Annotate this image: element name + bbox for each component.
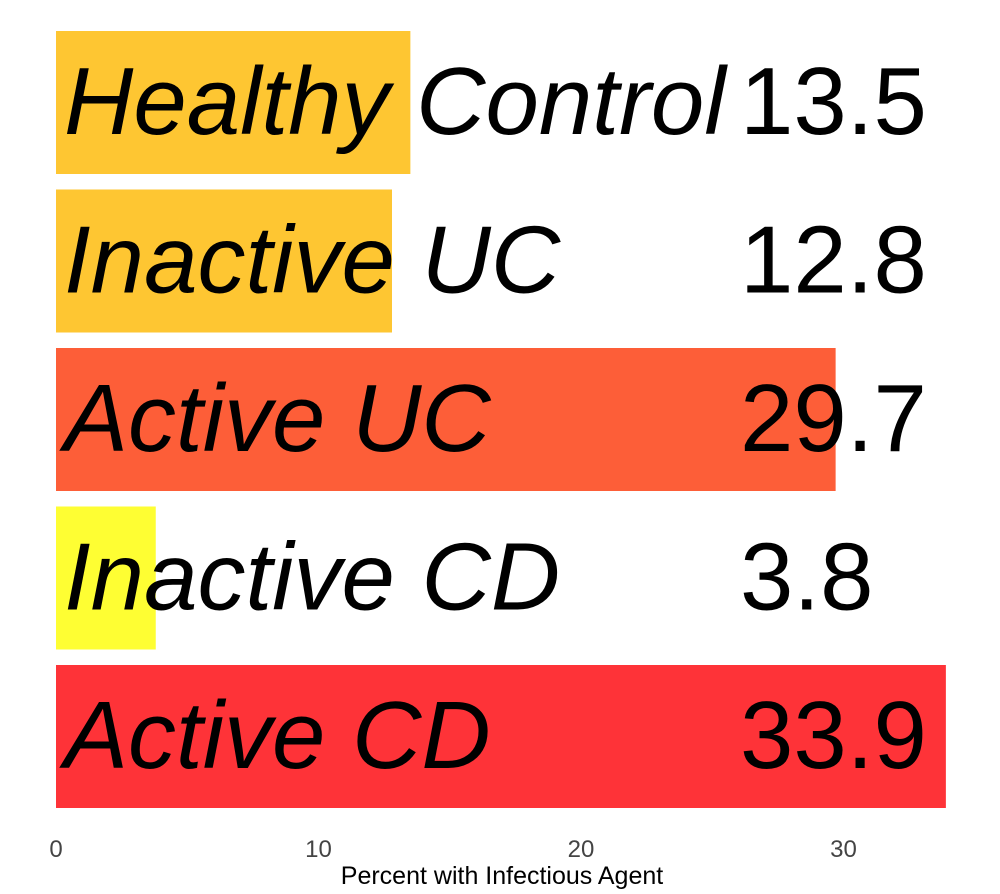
value-label-active-uc: 29.7 bbox=[740, 365, 927, 472]
bar-active-cd bbox=[56, 665, 946, 808]
category-label-inactive-uc: Inactive UC bbox=[64, 206, 561, 313]
category-label-inactive-cd: Inactive CD bbox=[64, 523, 560, 630]
bar-inactive-cd bbox=[56, 506, 156, 650]
bar-active-uc bbox=[56, 348, 836, 491]
value-label-active-cd: 33.9 bbox=[740, 682, 927, 789]
category-label-healthy-control: Healthy Control bbox=[64, 48, 728, 155]
bar-inactive-uc bbox=[56, 189, 392, 333]
x-axis-ticks: 0 10 20 30 bbox=[49, 836, 857, 863]
category-label-active-uc: Active UC bbox=[59, 365, 491, 472]
x-tick-label-10: 10 bbox=[305, 836, 332, 863]
x-tick-label-0: 0 bbox=[49, 836, 62, 863]
value-label-inactive-uc: 12.8 bbox=[740, 206, 927, 313]
x-tick-label-30: 30 bbox=[830, 836, 857, 863]
x-axis-title: Percent with Infectious Agent bbox=[341, 862, 663, 890]
bar-healthy-control bbox=[56, 31, 411, 174]
x-tick-label-20: 20 bbox=[568, 836, 595, 863]
labels-layer: Healthy Control 13.5 Inactive UC 12.8 Active… bbox=[59, 48, 927, 789]
bars-layer bbox=[56, 31, 946, 808]
value-label-healthy-control: 13.5 bbox=[740, 48, 927, 155]
value-label-inactive-cd: 3.8 bbox=[740, 523, 873, 630]
category-label-active-cd: Active CD bbox=[59, 682, 491, 789]
